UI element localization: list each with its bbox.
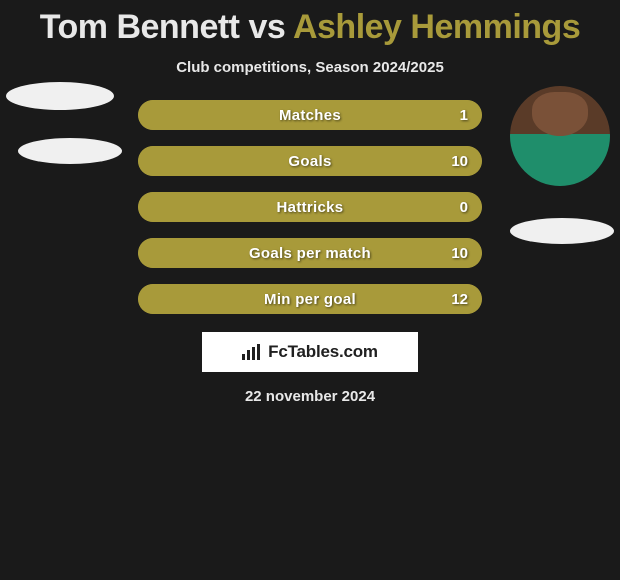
player1-name: Tom Bennett [40, 8, 240, 46]
stat-row: Matches 1 [138, 100, 482, 130]
vs-word: vs [248, 8, 285, 46]
decor-ellipse [6, 82, 114, 110]
brand-text: FcTables.com [268, 342, 378, 362]
stat-label: Hattricks [138, 192, 482, 222]
stat-label: Matches [138, 100, 482, 130]
stat-label: Min per goal [138, 284, 482, 314]
page-title: Tom Bennett vs Ashley Hemmings [0, 0, 620, 51]
stat-row: Goals per match 10 [138, 238, 482, 268]
decor-ellipse [510, 218, 614, 244]
bar-chart-icon [242, 344, 262, 360]
stat-value-right: 0 [460, 192, 468, 222]
stat-value-right: 1 [460, 100, 468, 130]
stat-value-right: 10 [451, 146, 468, 176]
decor-ellipse [18, 138, 122, 164]
stat-label: Goals [138, 146, 482, 176]
stat-row: Min per goal 12 [138, 284, 482, 314]
stat-value-right: 10 [451, 238, 468, 268]
brand-box: FcTables.com [202, 332, 418, 372]
stat-label: Goals per match [138, 238, 482, 268]
subtitle: Club competitions, Season 2024/2025 [0, 59, 620, 76]
date-line: 22 november 2024 [0, 388, 620, 405]
avatar-image [510, 86, 610, 186]
player2-avatar [510, 86, 610, 186]
player2-name: Ashley Hemmings [293, 8, 580, 46]
stat-value-right: 12 [451, 284, 468, 314]
comparison-arena: Matches 1 Goals 10 Hattricks 0 Goals per… [0, 100, 620, 405]
stat-rows: Matches 1 Goals 10 Hattricks 0 Goals per… [138, 100, 482, 314]
stat-row: Hattricks 0 [138, 192, 482, 222]
stat-row: Goals 10 [138, 146, 482, 176]
